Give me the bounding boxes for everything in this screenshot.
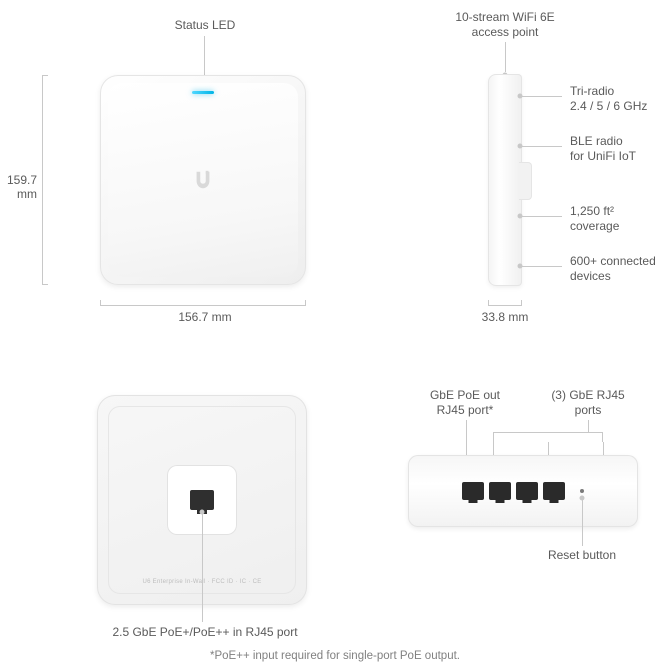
status-led-icon (192, 91, 214, 94)
side-top-label: 10-stream WiFi 6E access point (440, 10, 570, 40)
poe-out-label: GbE PoE out RJ45 port* (415, 388, 515, 418)
callout-line (202, 512, 203, 622)
back-port-label: 2.5 GbE PoE+/PoE++ in RJ45 port (100, 625, 310, 640)
reset-pinhole-icon (580, 489, 584, 493)
port-icon (543, 482, 565, 500)
device-side-view (488, 74, 522, 286)
callout-line (588, 420, 589, 432)
callout-line (582, 498, 583, 546)
port-icon (516, 482, 538, 500)
depth-dimension: 33.8 mm (468, 310, 542, 324)
callout-line (520, 266, 562, 267)
rj45-port-icon (190, 490, 214, 510)
callout-line (520, 146, 562, 147)
dimension-bracket (488, 300, 522, 306)
dimension-bracket (42, 75, 48, 285)
callout-line (520, 216, 562, 217)
dimension-bracket (100, 300, 306, 306)
port-icon (489, 482, 511, 500)
height-dimension: 159.7 mm (0, 173, 37, 201)
rj45-ports-label: (3) GbE RJ45 ports (538, 388, 638, 418)
status-led-label: Status LED (150, 18, 260, 33)
side-callout-4: 600+ connected devices (570, 254, 656, 284)
reset-button-label: Reset button (532, 548, 632, 563)
port-icon (462, 482, 484, 500)
side-callout-2: BLE radio for UniFi IoT (570, 134, 636, 164)
bracket (493, 432, 603, 442)
device-bottom-view (408, 455, 638, 527)
side-callout-1: Tri-radio 2.4 / 5 / 6 GHz (570, 84, 647, 114)
ubiquiti-logo-icon (192, 169, 214, 191)
footnote: *PoE++ input required for single-port Po… (0, 650, 670, 662)
side-callout-3: 1,250 ft² coverage (570, 204, 619, 234)
width-dimension: 156.7 mm (150, 310, 260, 324)
callout-line (505, 42, 506, 72)
device-front-view (100, 75, 306, 285)
callout-line (520, 96, 562, 97)
